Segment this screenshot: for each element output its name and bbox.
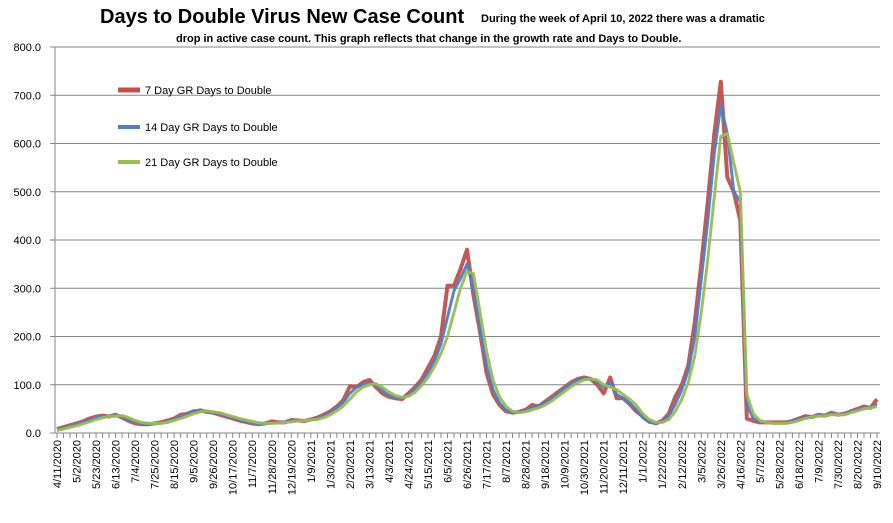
y-tick-label: 300.0 <box>13 283 41 295</box>
gridlines <box>55 47 880 385</box>
x-tick-label: 3/26/2022 <box>716 440 728 489</box>
x-tick-label: 1/30/2021 <box>325 440 337 489</box>
legend-label-1: 7 Day GR Days to Double <box>145 85 272 97</box>
x-tick-label: 7/17/2021 <box>482 440 494 489</box>
x-tick-label: 8/20/2022 <box>852 440 864 489</box>
x-tick-label: 9/10/2022 <box>872 440 884 489</box>
x-tick-label: 10/9/2021 <box>560 440 572 489</box>
x-tick-label: 7/4/2020 <box>130 440 142 483</box>
x-tick-label: 5/2/2020 <box>72 440 84 483</box>
x-tick-label: 7/30/2022 <box>833 440 845 489</box>
x-tick-label: 4/11/2020 <box>52 440 64 488</box>
y-tick-label: 0.0 <box>26 428 41 440</box>
x-tick-label: 5/7/2022 <box>755 440 767 483</box>
x-tick-label: 11/20/2021 <box>599 440 611 494</box>
x-tick-label: 8/15/2020 <box>169 440 181 489</box>
y-tick-label: 400.0 <box>13 235 41 247</box>
x-tick-label: 2/20/2021 <box>345 440 357 489</box>
x-tick-label: 8/28/2021 <box>521 440 533 489</box>
x-tick-label: 12/11/2021 <box>618 440 630 494</box>
x-tick-label: 10/17/2020 <box>228 440 240 495</box>
x-tick-label: 10/30/2021 <box>579 440 591 495</box>
x-tick-label: 4/16/2022 <box>735 440 747 489</box>
x-tick-label: 7/25/2020 <box>150 440 162 489</box>
legend-label-2: 14 Day GR Days to Double <box>145 122 278 134</box>
x-tick-label: 12/19/2020 <box>286 440 298 495</box>
x-tick-label: 3/13/2021 <box>364 440 376 489</box>
x-tick-label: 9/18/2021 <box>540 440 552 489</box>
x-tick-label: 5/15/2021 <box>423 440 435 489</box>
x-tick-label: 8/7/2021 <box>501 440 513 483</box>
x-tick-label: 9/5/2020 <box>189 440 201 483</box>
x-tick-label: 1/22/2022 <box>657 440 669 489</box>
y-tick-label: 600.0 <box>13 139 41 151</box>
x-tick-label: 6/18/2022 <box>794 440 806 489</box>
x-tick-label: 6/13/2020 <box>111 440 123 489</box>
series-lines <box>57 82 877 431</box>
x-axis: 4/11/2020 5/2/2020 5/23/2020 6/13/2020 7/4/2… <box>52 433 884 495</box>
chart-subtitle-line2: drop in active case count. This graph re… <box>176 33 681 45</box>
series-line-3 <box>57 134 877 431</box>
series-line-2 <box>57 105 877 430</box>
x-tick-label: 3/5/2022 <box>696 440 708 483</box>
x-tick-label: 1/9/2021 <box>306 440 318 483</box>
x-tick-label: 4/3/2021 <box>384 440 396 483</box>
y-axis: 0.0 100.0 200.0 300.0 400.0 500.0 600.0 700.0 80… <box>13 42 55 440</box>
y-tick-label: 500.0 <box>13 187 41 199</box>
legend: 7 Day GR Days to Double 14 Day GR Days to… <box>118 85 278 169</box>
x-tick-label: 1/1/2022 <box>638 440 650 483</box>
x-tick-label: 7/9/2022 <box>813 440 825 483</box>
x-tick-label: 11/28/2020 <box>267 440 279 494</box>
x-tick-label: 9/26/2020 <box>208 440 220 489</box>
chart-subtitle-line1: During the week of April 10, 2022 there … <box>481 13 765 25</box>
x-tick-label: 5/28/2022 <box>774 440 786 489</box>
x-tick-label: 4/24/2021 <box>403 440 415 489</box>
x-tick-label: 6/26/2021 <box>462 440 474 489</box>
legend-label-3: 21 Day GR Days to Double <box>145 157 278 169</box>
x-tick-label: 5/23/2020 <box>91 440 103 489</box>
chart-title: Days to Double Virus New Case Count <box>100 6 464 28</box>
y-tick-label: 100.0 <box>13 380 41 392</box>
y-tick-label: 700.0 <box>13 90 41 102</box>
x-tick-label: 6/5/2021 <box>442 440 454 483</box>
x-tick-label: 2/12/2022 <box>677 440 689 489</box>
y-tick-label: 800.0 <box>13 42 41 54</box>
x-tick-label: 11/7/2020 <box>247 440 259 488</box>
y-tick-label: 200.0 <box>13 332 41 344</box>
